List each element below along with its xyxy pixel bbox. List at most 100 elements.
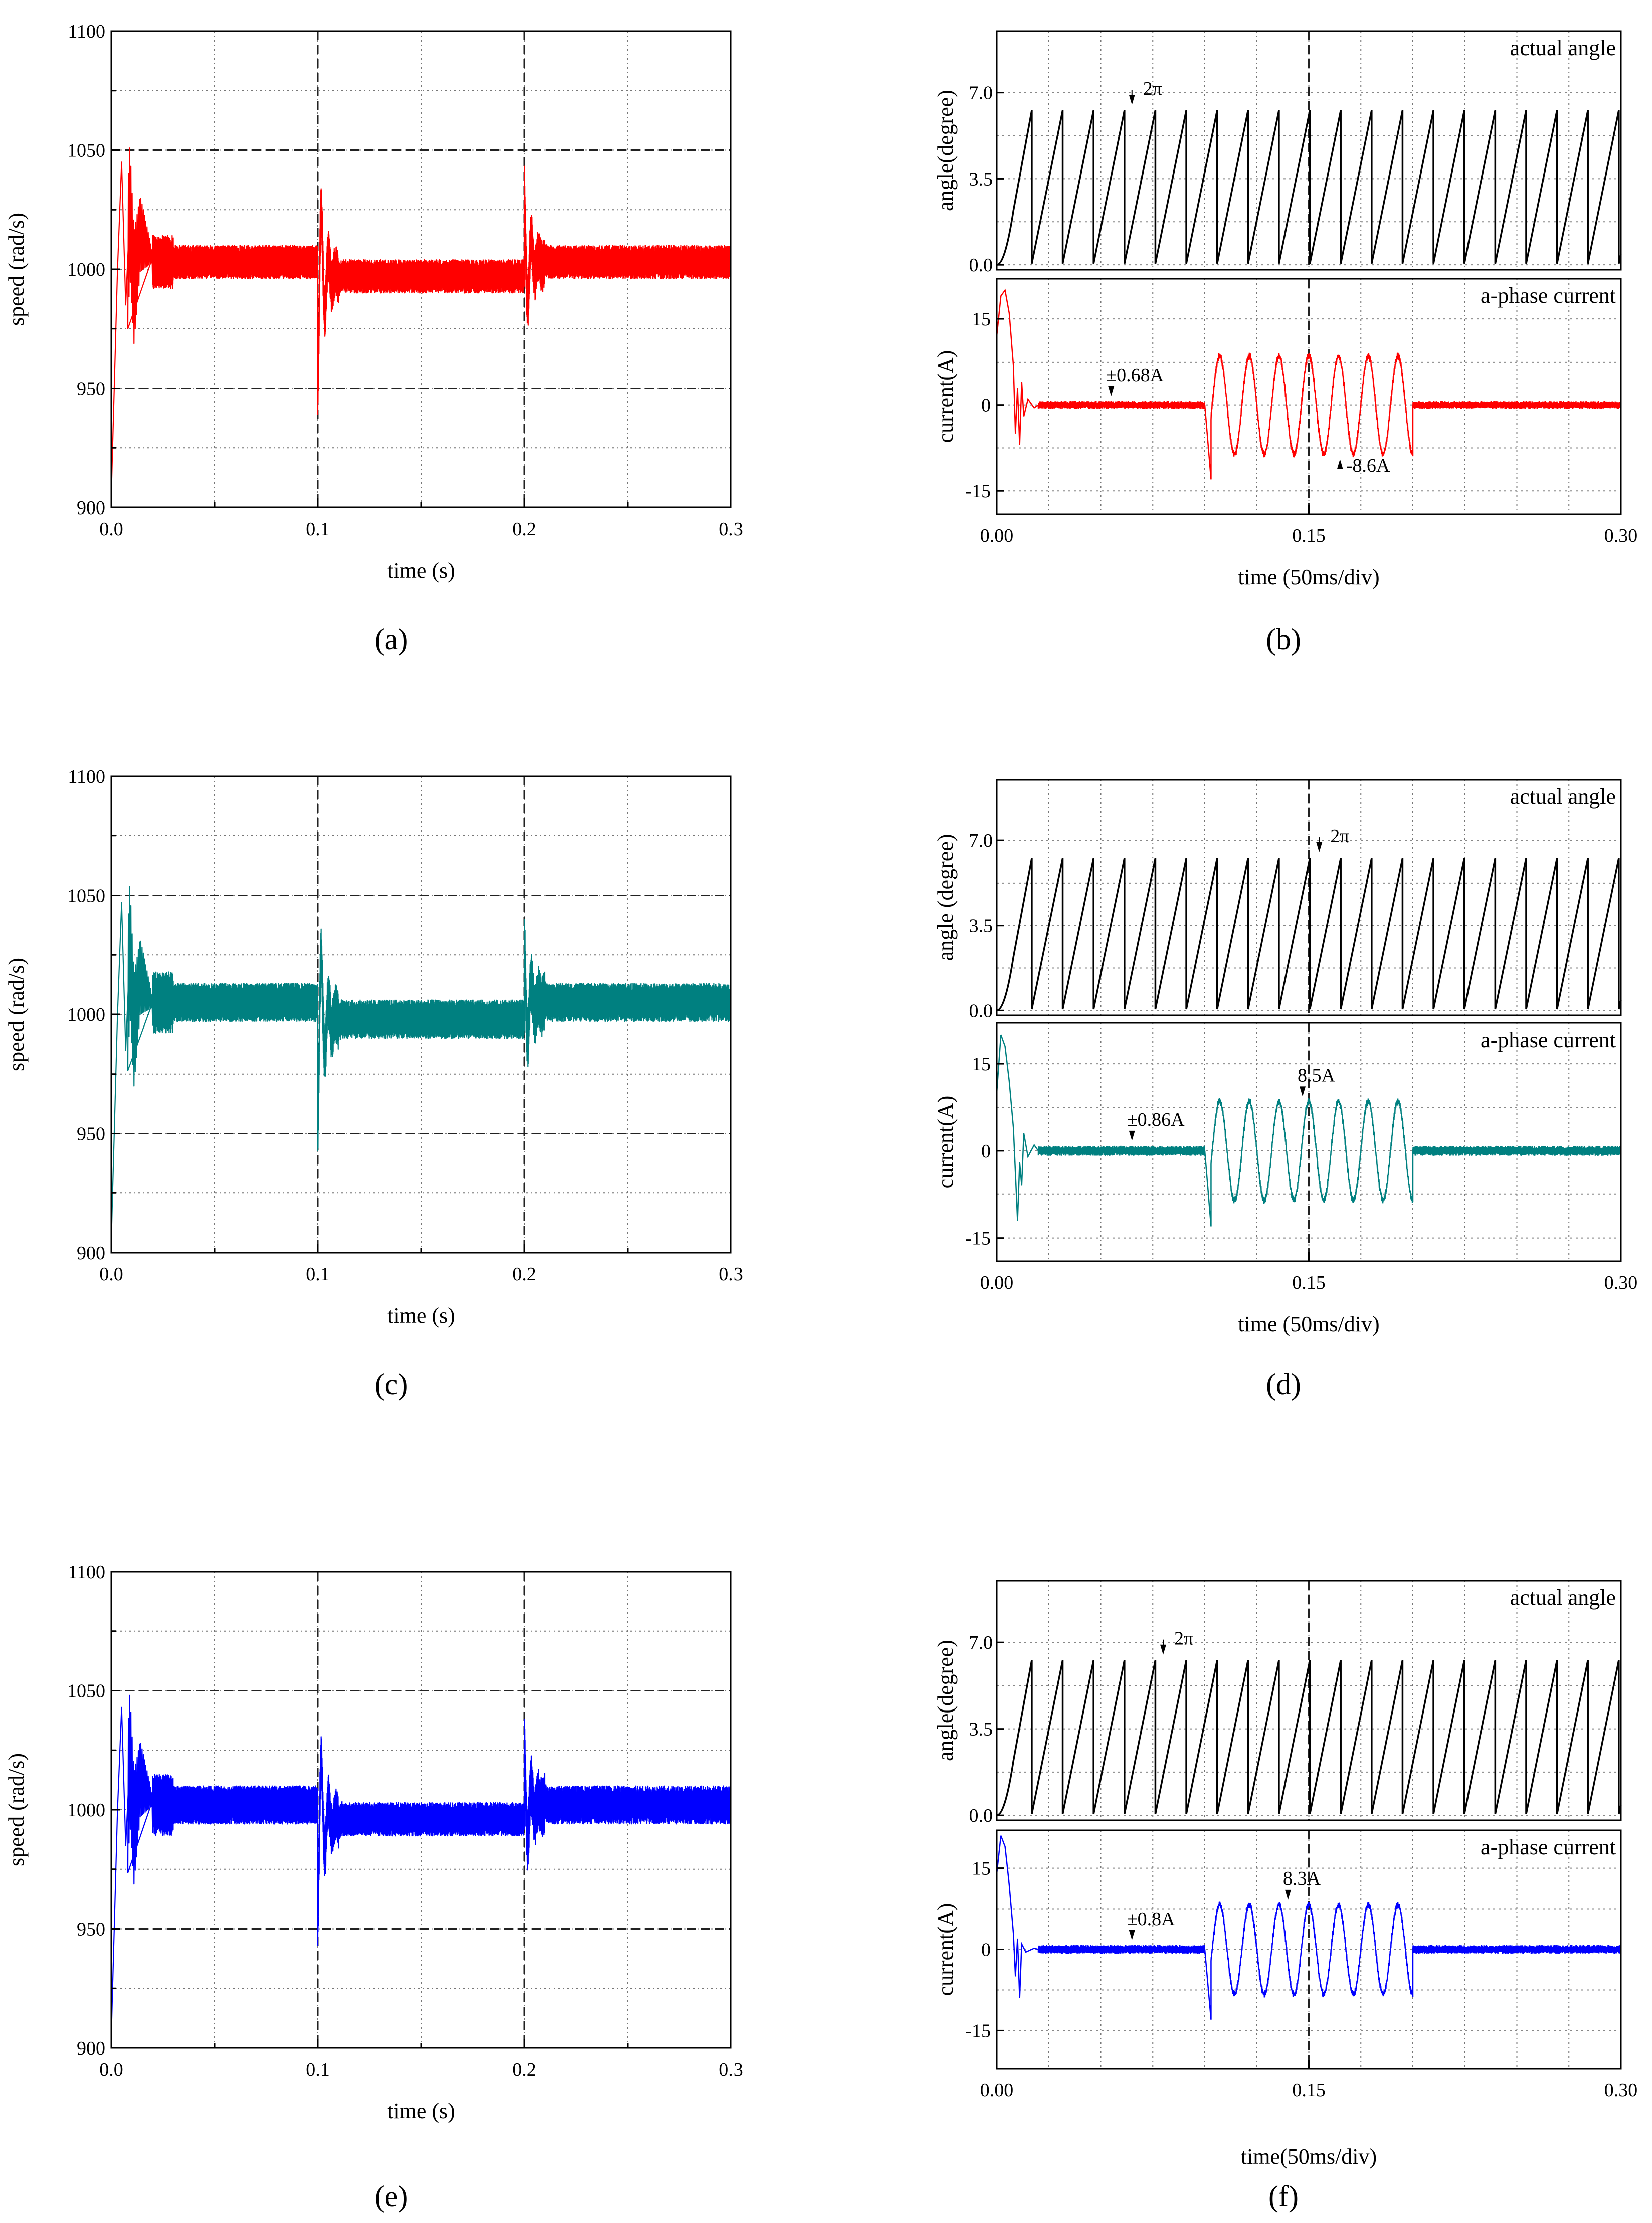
- angle-subplot: actual angle 0.0 3.5 7.0 angle(degree) 2π: [933, 1580, 1622, 1826]
- x-axis-label: time (s): [387, 2099, 455, 2123]
- current-y-axis-label: current(A): [933, 1903, 958, 1996]
- current-y-tick-label: -15: [965, 2020, 991, 2041]
- current-y-tick-label: -15: [965, 1228, 991, 1249]
- y-tick-label: 950: [77, 1124, 105, 1145]
- current-series-line: [996, 1835, 1622, 2020]
- angle-frame: [996, 30, 1622, 271]
- current-annotation: ±0.68A: [1106, 365, 1164, 386]
- y-tick-label: 900: [77, 1243, 105, 1264]
- angle-y-tick-label: 3.5: [969, 1719, 993, 1740]
- y-axis-label: speed (rad/s): [4, 1753, 29, 1866]
- current-subplot-title: a-phase current: [1481, 1835, 1616, 1859]
- angle-frame: [996, 779, 1622, 1016]
- angle-subplot: actual angle 0.0 3.5 7.0 angle(degree) 2π: [933, 30, 1622, 276]
- speed-series-line: [110, 147, 732, 496]
- current-subplot: a-phase current -15 0 15 current(A) ±0.86A 8.5…: [933, 1022, 1622, 1262]
- angle-subplot-title: actual angle: [1510, 1585, 1616, 1610]
- current-series-line: [996, 1034, 1622, 1227]
- angle-y-tick-label: 0.0: [969, 1805, 993, 1826]
- x-tick-label: 0.00: [980, 525, 1014, 546]
- arrow-marker: [1129, 95, 1135, 105]
- x-tick-label: 0.00: [980, 1272, 1014, 1293]
- x-tick-label: 0.3: [719, 2059, 743, 2080]
- current-y-tick-label: 0: [981, 395, 991, 416]
- angle-series-line: [996, 110, 1622, 266]
- y-tick-label: 1050: [67, 1681, 105, 1702]
- dual-chart-f: actual angle 0.0 3.5 7.0 angle(degree) 2π a-ph…: [933, 1580, 1638, 2169]
- x-tick-label: 0.30: [1604, 525, 1638, 546]
- current-subplot-title: a-phase current: [1481, 283, 1616, 308]
- angle-y-axis-label: angle(degree): [933, 90, 958, 211]
- current-series-line: [996, 288, 1622, 480]
- y-tick-label: 1000: [67, 259, 105, 280]
- panel-label: (e): [375, 2180, 408, 2213]
- x-tick-label: 0.00: [980, 2080, 1014, 2101]
- dual-chart-b: actual angle 0.0 3.5 7.0 angle(degree) 2π a-ph…: [933, 30, 1638, 589]
- y-tick-label: 1100: [68, 21, 105, 42]
- x-tick-label: 0.1: [306, 2059, 330, 2080]
- angle-y-tick-label: 3.5: [969, 168, 993, 190]
- current-subplot-title: a-phase current: [1481, 1028, 1616, 1052]
- panel-label: (a): [375, 623, 408, 656]
- current-y-axis-label: current(A): [933, 350, 958, 443]
- current-subplot: a-phase current -15 0 15 current(A) ±0.68A -8.…: [933, 278, 1622, 515]
- current-y-tick-label: 15: [972, 309, 991, 330]
- panel-label: (d): [1266, 1367, 1301, 1401]
- arrow-marker: [1160, 1644, 1166, 1655]
- x-tick-label: 0.0: [99, 2059, 123, 2080]
- y-tick-label: 1100: [68, 766, 105, 787]
- x-axis-label: time (s): [387, 1303, 455, 1328]
- angle-y-tick-label: 0.0: [969, 1000, 993, 1021]
- speed-chart-e: 0.0 0.1 0.2 0.3 900 950 1000 1050 1100 time (s) sp…: [4, 1562, 743, 2123]
- angle-subplot-title: actual angle: [1510, 36, 1616, 60]
- panel-label: (c): [375, 1367, 408, 1401]
- angle-y-tick-label: 7.0: [969, 830, 993, 851]
- current-y-tick-label: 0: [981, 1940, 991, 1961]
- y-tick-label: 1000: [67, 1800, 105, 1821]
- speed-series-line: [110, 886, 732, 1241]
- current-annotation: ±0.86A: [1127, 1109, 1185, 1130]
- angle-series-line: [996, 858, 1622, 1012]
- arrow-marker: [1300, 1086, 1306, 1097]
- current-annotation: 8.3A: [1283, 1868, 1321, 1889]
- arrow-marker: [1337, 459, 1343, 470]
- current-y-tick-label: -15: [965, 481, 991, 502]
- x-axis-label: time (50ms/div): [1238, 565, 1379, 589]
- x-tick-label: 0.3: [719, 1264, 743, 1285]
- x-axis-label: time (s): [387, 558, 455, 583]
- x-tick-label: 0.2: [512, 2059, 536, 2080]
- two-pi-annotation: 2π: [1174, 1628, 1193, 1649]
- speed-chart-a: 0.0 0.1 0.2 0.3 900 950 1000 1050 1100 time (s) sp…: [4, 21, 743, 583]
- angle-y-tick-label: 0.0: [969, 255, 993, 276]
- x-tick-label: 0.30: [1604, 2080, 1638, 2101]
- y-tick-label: 950: [77, 379, 105, 400]
- y-tick-label: 1050: [67, 140, 105, 161]
- speed-chart-c: 0.0 0.1 0.2 0.3 900 950 1000 1050 1100 time (s) sp…: [4, 766, 743, 1328]
- current-annotation: ±0.8A: [1127, 1909, 1175, 1930]
- x-tick-label: 0.2: [512, 1264, 536, 1285]
- x-tick-label: 0.1: [306, 519, 330, 540]
- angle-y-tick-label: 3.5: [969, 916, 993, 937]
- y-tick-label: 1000: [67, 1004, 105, 1025]
- y-tick-label: 950: [77, 1919, 105, 1940]
- arrow-marker: [1129, 1930, 1135, 1940]
- current-y-tick-label: 15: [972, 1054, 991, 1075]
- panel-label: (b): [1266, 623, 1301, 656]
- x-tick-label: 0.15: [1292, 525, 1326, 546]
- angle-subplot-title: actual angle: [1510, 784, 1616, 809]
- two-pi-annotation: 2π: [1330, 826, 1349, 847]
- arrow-marker: [1129, 1130, 1135, 1141]
- current-subplot: a-phase current -15 0 15 current(A) ±0.8A 8.3A: [933, 1829, 1622, 2070]
- angle-series-line: [996, 1660, 1622, 1816]
- current-y-tick-label: 15: [972, 1858, 991, 1879]
- x-tick-label: 0.3: [719, 519, 743, 540]
- current-annotation: 8.5A: [1298, 1065, 1336, 1086]
- current-annotation: -8.6A: [1346, 455, 1390, 476]
- two-pi-annotation: 2π: [1143, 78, 1162, 99]
- y-axis-label: speed (rad/s): [4, 213, 29, 326]
- panel-label: (f): [1268, 2180, 1299, 2213]
- angle-y-tick-label: 7.0: [969, 1632, 993, 1653]
- x-axis-label: time (50ms/div): [1238, 1312, 1379, 1336]
- x-tick-label: 0.30: [1604, 1272, 1638, 1293]
